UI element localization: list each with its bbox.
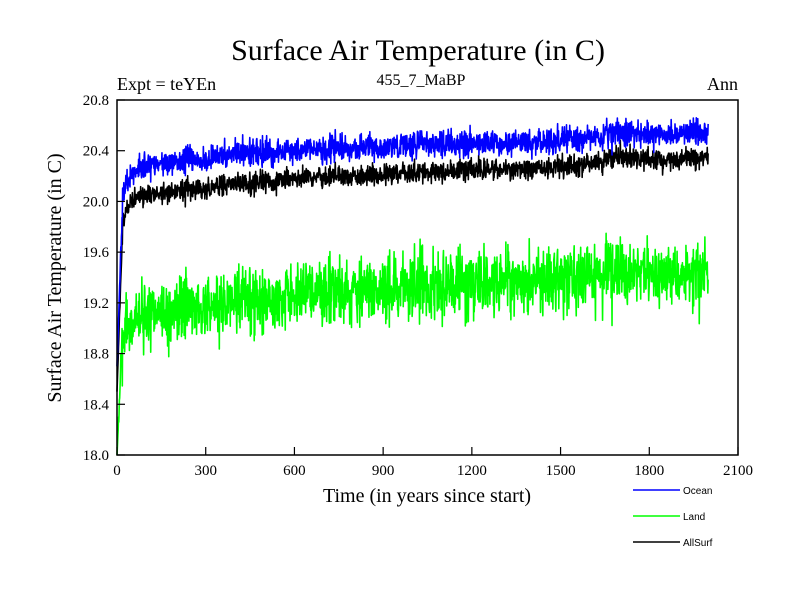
legend-label-land: Land	[683, 512, 705, 523]
y-tick-label: 20.0	[83, 194, 109, 210]
x-tick-label: 900	[372, 463, 395, 479]
y-tick-label: 18.8	[83, 347, 109, 363]
x-tick-label: 1500	[546, 463, 576, 479]
x-tick-label: 600	[283, 463, 306, 479]
plot-frame	[116, 99, 739, 456]
x-tick-label: 2100	[723, 463, 753, 479]
period-label: Ann	[707, 74, 738, 94]
x-tick-label: 0	[113, 463, 121, 479]
y-tick-label: 18.0	[83, 448, 109, 464]
legend-label-ocean: Ocean	[683, 486, 712, 497]
y-tick-label: 19.2	[83, 296, 109, 312]
x-tick-label: 1200	[457, 463, 487, 479]
chart-title: Surface Air Temperature (in C)	[231, 34, 605, 67]
series-layer	[116, 117, 709, 456]
series-line-allsurf	[116, 139, 709, 392]
x-tick-label: 300	[194, 463, 217, 479]
y-tick-label: 20.8	[83, 93, 109, 109]
chart-subtitle: 455_7_MaBP	[377, 72, 466, 89]
legend-label-allsurf: AllSurf	[683, 538, 713, 549]
y-axis-label: Surface Air Temperature (in C)	[44, 153, 66, 402]
x-tick-label: 1800	[634, 463, 664, 479]
y-tick-label: 20.4	[83, 144, 110, 160]
y-tick-label: 19.6	[83, 245, 110, 261]
y-tick-label: 18.4	[83, 397, 110, 413]
experiment-label: Expt = teYEn	[117, 74, 216, 94]
series-line-land	[116, 232, 709, 456]
series-line-ocean	[116, 117, 709, 367]
legend: Ocean Land AllSurf	[633, 486, 713, 549]
x-axis-label: Time (in years since start)	[323, 485, 531, 507]
